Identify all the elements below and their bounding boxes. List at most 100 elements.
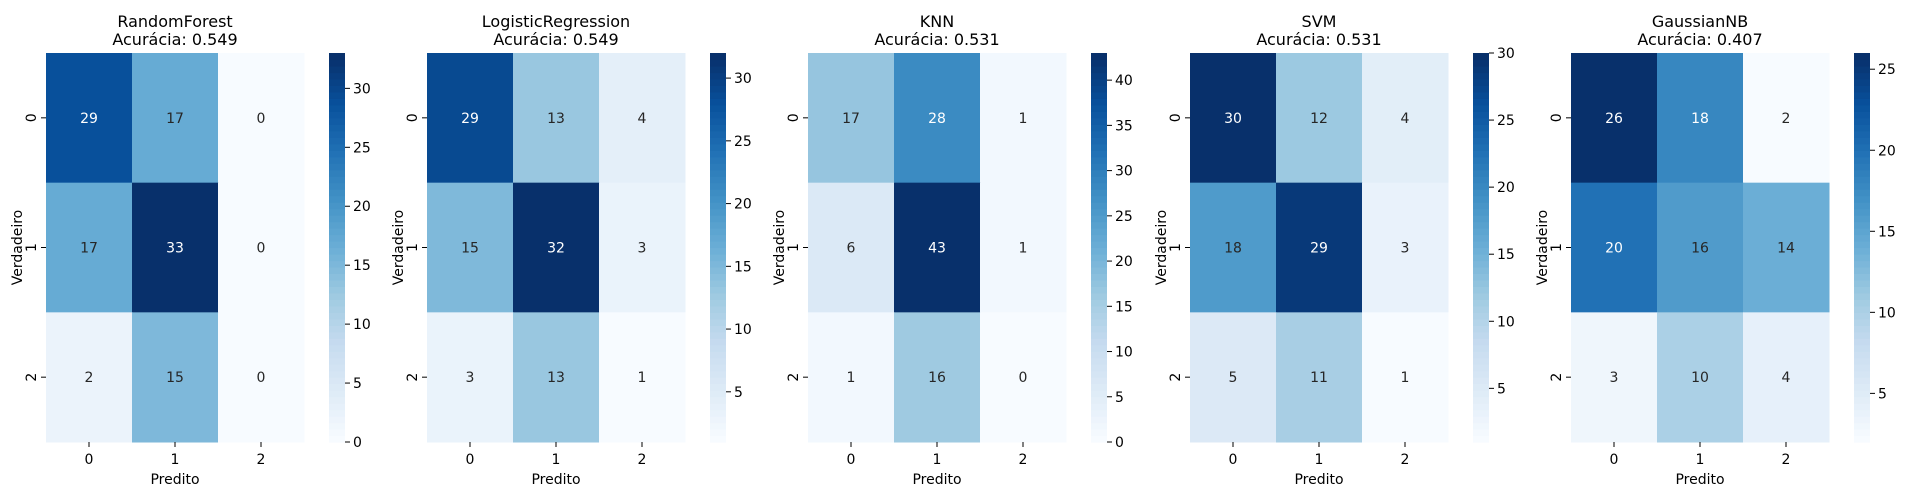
colorbar-segment bbox=[1473, 416, 1489, 424]
heatmap-cell bbox=[894, 53, 981, 184]
colorbar-segment bbox=[1473, 202, 1489, 210]
colorbar-segment bbox=[710, 221, 726, 229]
colorbar-segment bbox=[710, 176, 726, 184]
colorbar-segment bbox=[1473, 78, 1489, 87]
colorbar-segment bbox=[1091, 195, 1107, 203]
x-tick-label: 2 bbox=[1782, 452, 1791, 468]
chart-title: SVM bbox=[1302, 12, 1337, 31]
colorbar-segment bbox=[710, 292, 726, 300]
colorbar-segment bbox=[1473, 117, 1489, 125]
colorbar-segment bbox=[1473, 189, 1489, 197]
colorbar-segment bbox=[1091, 253, 1107, 262]
colorbar-segment bbox=[1854, 195, 1870, 203]
colorbar-segment bbox=[329, 253, 345, 262]
colorbar-segment bbox=[329, 312, 345, 320]
colorbar-segment bbox=[1473, 364, 1489, 372]
heatmap-cell bbox=[1571, 53, 1658, 184]
colorbar-segment bbox=[1854, 429, 1870, 437]
heatmap-cell bbox=[46, 53, 133, 184]
colorbar-segment bbox=[710, 396, 726, 404]
colorbar-segment bbox=[1854, 247, 1870, 255]
colorbar-segment bbox=[710, 189, 726, 197]
colorbar-segment bbox=[1854, 331, 1870, 339]
colorbar-segment bbox=[1854, 182, 1870, 190]
colorbar-tick-label: 30 bbox=[1115, 164, 1133, 180]
cell-value-label: 29 bbox=[1310, 241, 1328, 257]
colorbar-segment bbox=[329, 228, 345, 236]
colorbar-segment bbox=[1091, 104, 1107, 112]
x-tick-label: 1 bbox=[1696, 452, 1705, 468]
colorbar-segment bbox=[1854, 85, 1870, 93]
colorbar-tick-label: 20 bbox=[353, 199, 371, 215]
heatmap-cell bbox=[46, 312, 133, 443]
colorbar-segment bbox=[329, 98, 345, 106]
cell-value-label: 5 bbox=[1229, 370, 1238, 386]
heatmap-cell bbox=[132, 312, 219, 443]
colorbar-segment bbox=[1091, 124, 1107, 132]
heatmap-cell bbox=[513, 312, 600, 443]
colorbar-segment bbox=[1473, 137, 1489, 145]
colorbar-segment bbox=[329, 351, 345, 359]
colorbar-tick-label: 15 bbox=[353, 258, 371, 274]
colorbar-segment bbox=[1854, 202, 1870, 210]
colorbar-segment bbox=[1854, 72, 1870, 80]
colorbar-segment bbox=[710, 228, 726, 236]
colorbar-segment bbox=[1473, 390, 1489, 398]
colorbar-segment bbox=[1473, 208, 1489, 216]
chart-title: LogisticRegression bbox=[482, 12, 630, 31]
colorbar-segment bbox=[1473, 195, 1489, 203]
colorbar-segment bbox=[1091, 91, 1107, 99]
x-tick-label: 0 bbox=[466, 452, 475, 468]
y-tick-label: 0 bbox=[1168, 113, 1184, 122]
cell-value-label: 17 bbox=[842, 111, 860, 127]
colorbar-segment bbox=[1854, 130, 1870, 138]
colorbar-segment bbox=[329, 292, 345, 300]
colorbar-segment bbox=[329, 416, 345, 424]
heatmap-cell bbox=[513, 182, 600, 313]
cell-value-label: 17 bbox=[166, 111, 184, 127]
colorbar-segment bbox=[710, 370, 726, 378]
colorbar-segment bbox=[1473, 331, 1489, 339]
colorbar-segment bbox=[1473, 370, 1489, 378]
colorbar-segment bbox=[710, 182, 726, 190]
colorbar-segment bbox=[1854, 396, 1870, 404]
colorbar-segment bbox=[1091, 221, 1107, 229]
colorbar-segment bbox=[1854, 390, 1870, 398]
colorbar-segment bbox=[329, 117, 345, 125]
colorbar-segment bbox=[1091, 325, 1107, 333]
colorbar-segment bbox=[1854, 215, 1870, 223]
cell-value-label: 33 bbox=[166, 241, 184, 257]
cell-value-label: 32 bbox=[547, 241, 565, 257]
x-tick-label: 2 bbox=[257, 452, 266, 468]
colorbar-segment bbox=[710, 377, 726, 385]
colorbar-tick-label: 20 bbox=[1878, 143, 1896, 159]
colorbar-segment bbox=[329, 390, 345, 398]
cell-value-label: 12 bbox=[1310, 111, 1328, 127]
colorbar-segment bbox=[329, 279, 345, 287]
colorbar-segment bbox=[1854, 150, 1870, 158]
colorbar-segment bbox=[1854, 208, 1870, 216]
colorbar-segment bbox=[1091, 163, 1107, 171]
colorbar-segment bbox=[329, 215, 345, 223]
cell-value-label: 15 bbox=[461, 241, 479, 257]
y-tick-label: 1 bbox=[24, 243, 40, 252]
colorbar-segment bbox=[1473, 124, 1489, 132]
colorbar-segment bbox=[1473, 59, 1489, 67]
colorbar-segment bbox=[1091, 53, 1107, 61]
x-tick-label: 2 bbox=[1401, 452, 1410, 468]
colorbar-tick-label: 15 bbox=[1115, 299, 1133, 315]
colorbar-segment bbox=[710, 416, 726, 424]
colorbar-segment bbox=[329, 241, 345, 249]
colorbar-segment bbox=[1854, 351, 1870, 359]
heatmap-cell bbox=[1276, 312, 1363, 443]
colorbar-segment bbox=[1473, 351, 1489, 359]
colorbar-segment bbox=[1854, 357, 1870, 365]
y-axis-label: Verdadeiro bbox=[391, 210, 407, 285]
y-tick-label: 1 bbox=[786, 243, 802, 252]
heatmap-cell bbox=[1362, 53, 1449, 184]
colorbar-segment bbox=[1854, 299, 1870, 307]
colorbar-segment bbox=[1854, 176, 1870, 184]
colorbar-segment bbox=[1854, 137, 1870, 145]
cell-value-label: 28 bbox=[928, 111, 946, 127]
colorbar-segment bbox=[1091, 351, 1107, 359]
